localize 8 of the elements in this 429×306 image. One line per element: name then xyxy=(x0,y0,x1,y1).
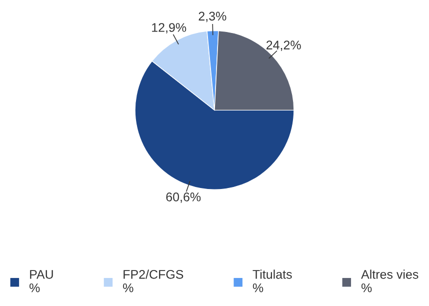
data-label: 60,6% xyxy=(166,192,201,203)
legend-label: FP2/CFGS % xyxy=(123,270,184,292)
legend-label: PAU % xyxy=(30,270,53,292)
data-label: 24,2% xyxy=(266,40,301,51)
legend-label: Altres vies % xyxy=(361,270,418,292)
legend-label: Titulats % xyxy=(252,270,292,292)
data-label: 12,9% xyxy=(152,23,186,34)
data-label: 2,3% xyxy=(198,12,226,22)
